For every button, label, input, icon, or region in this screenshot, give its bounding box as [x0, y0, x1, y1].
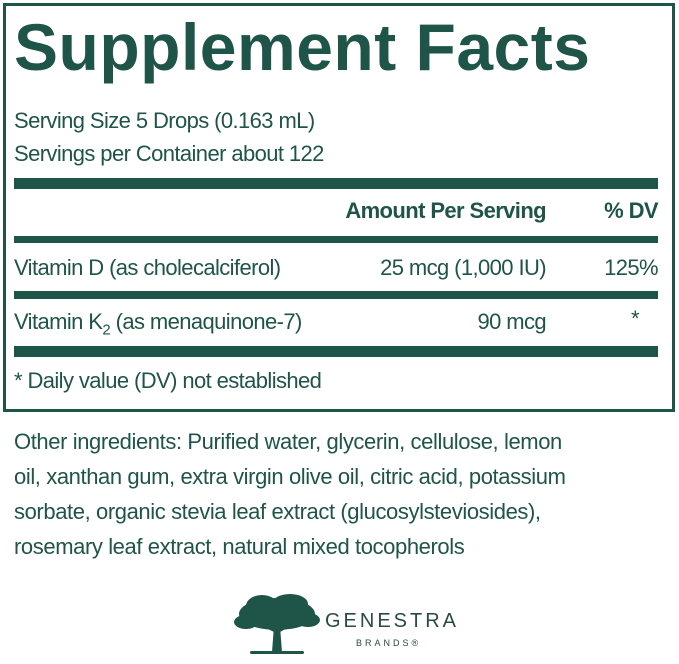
other-ingredients: Other ingredients: Purified water, glyce… — [14, 424, 674, 564]
oak-tree-logo-icon — [234, 594, 320, 654]
brand-subtitle: BRANDS® — [356, 638, 422, 648]
header-amount: Amount Per Serving — [345, 198, 546, 223]
nutrient-dv: * — [631, 306, 640, 331]
nutrient-amount: 90 mcg — [477, 309, 546, 334]
supplement-facts-panel — [3, 3, 675, 412]
servings-per-container: Servings per Container about 122 — [14, 141, 324, 166]
header-dv: % DV — [604, 198, 658, 223]
divider-thick — [14, 346, 658, 357]
nutrient-dv: 125% — [604, 255, 658, 280]
ingredients-line: sorbate, organic stevia leaf extract (gl… — [14, 499, 541, 524]
footnote: * Daily value (DV) not established — [14, 368, 322, 393]
divider — [14, 291, 658, 299]
ingredients-line: rosemary leaf extract, natural mixed toc… — [14, 534, 465, 559]
nutrient-name: Vitamin K2 (as menaquinone-7) — [14, 309, 302, 339]
brand-name: GENESTRA — [325, 610, 460, 632]
ingredients-line: Other ingredients: Purified water, glyce… — [14, 429, 562, 454]
divider — [14, 236, 658, 243]
nutrient-amount: 25 mcg (1,000 IU) — [380, 255, 546, 280]
panel-title: Supplement Facts — [14, 10, 591, 84]
divider-thick — [14, 178, 658, 189]
nutrient-name: Vitamin D (as cholecalciferol) — [14, 255, 281, 280]
ingredients-line: oil, xanthan gum, extra virgin olive oil… — [14, 464, 566, 489]
serving-size: Serving Size 5 Drops (0.163 mL) — [14, 108, 315, 133]
